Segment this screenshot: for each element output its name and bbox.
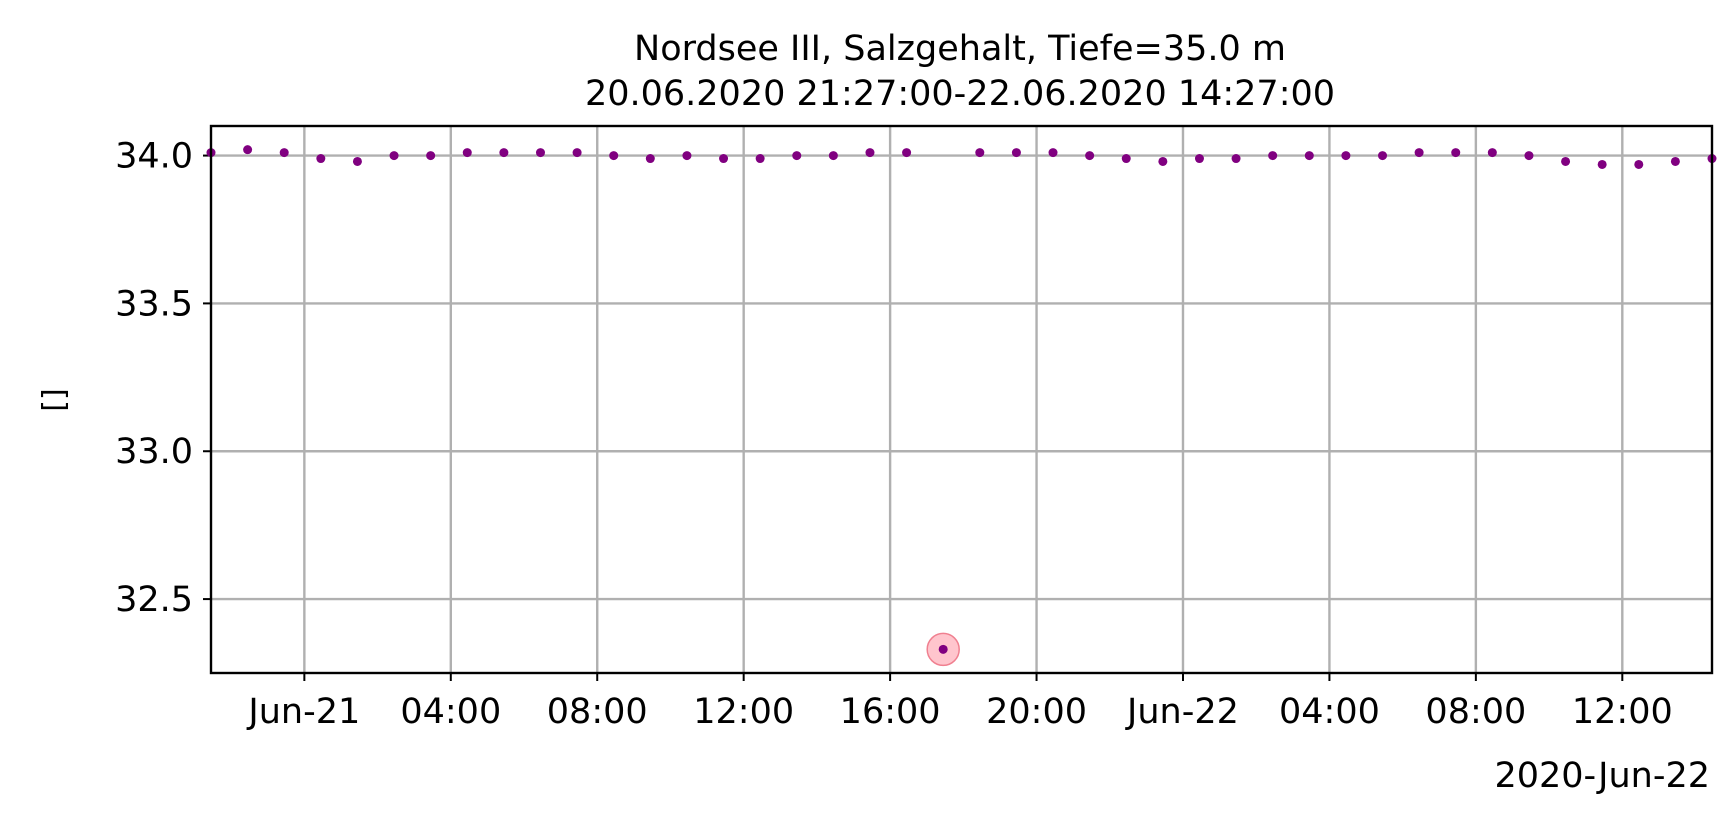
x-tick-label: 12:00 (693, 692, 794, 732)
data-point (792, 151, 802, 161)
data-point (1451, 148, 1461, 158)
data-point (755, 154, 765, 164)
data-point (316, 154, 326, 164)
x-tick-label: 08:00 (1425, 692, 1526, 732)
data-point (865, 148, 875, 158)
x-tick-label: 08:00 (547, 692, 648, 732)
data-point (609, 151, 619, 161)
chart-subtitle: 20.06.2020 21:27:00-22.06.2020 14:27:00 (585, 74, 1335, 114)
data-point (1304, 151, 1314, 161)
data-point (1524, 151, 1534, 161)
data-point (975, 148, 985, 158)
data-point (1011, 148, 1021, 158)
x-tick-label: 04:00 (1279, 692, 1380, 732)
data-point (645, 154, 655, 164)
y-tick-label: 32.5 (115, 580, 193, 620)
y-tick-label: 34.0 (115, 137, 193, 177)
data-point (1268, 151, 1278, 161)
data-point (719, 154, 729, 164)
data-point (1487, 148, 1497, 158)
data-point (1121, 154, 1131, 164)
data-point (828, 151, 838, 161)
data-point (535, 148, 545, 158)
data-point (389, 151, 399, 161)
data-point (352, 156, 362, 166)
data-point (1634, 159, 1644, 169)
data-point (1158, 156, 1168, 166)
data-point (1414, 148, 1424, 158)
data-point (243, 145, 253, 155)
data-point (1561, 156, 1571, 166)
chart-title: Nordsee III, Salzgehalt, Tiefe=35.0 m (634, 29, 1286, 69)
data-point (426, 151, 436, 161)
data-point (902, 148, 912, 158)
x-tick-label: Jun-22 (1125, 692, 1239, 732)
data-point (938, 644, 948, 654)
data-point (572, 148, 582, 158)
tick-layer: Jun-21 04:00 08:00 12:00 16:00 20:00 Jun-22 04:… (115, 137, 1673, 732)
y-tick-label: 33.5 (115, 284, 193, 324)
x-tick-label: 20:00 (986, 692, 1087, 732)
y-axis-label: [] (37, 388, 72, 411)
data-point (499, 148, 509, 158)
data-point (279, 148, 289, 158)
data-point (1231, 154, 1241, 164)
x-tick-label: 04:00 (400, 692, 501, 732)
data-point (1597, 159, 1607, 169)
data-point (1048, 148, 1058, 158)
data-point (1341, 151, 1351, 161)
data-point (462, 148, 472, 158)
data-point (682, 151, 692, 161)
y-tick-label: 33.0 (115, 432, 193, 472)
data-point (1378, 151, 1388, 161)
data-point (1670, 156, 1680, 166)
x-offset-label: 2020-Jun-22 (1494, 756, 1710, 796)
x-tick-label: 12:00 (1572, 692, 1673, 732)
data-point (1194, 154, 1204, 164)
plot-frame (209, 124, 1714, 675)
x-tick-label: 16:00 (840, 692, 941, 732)
x-tick-label: Jun-21 (246, 692, 360, 732)
data-point (1085, 151, 1095, 161)
data-points (206, 145, 1717, 667)
grid-layer (211, 126, 1712, 673)
